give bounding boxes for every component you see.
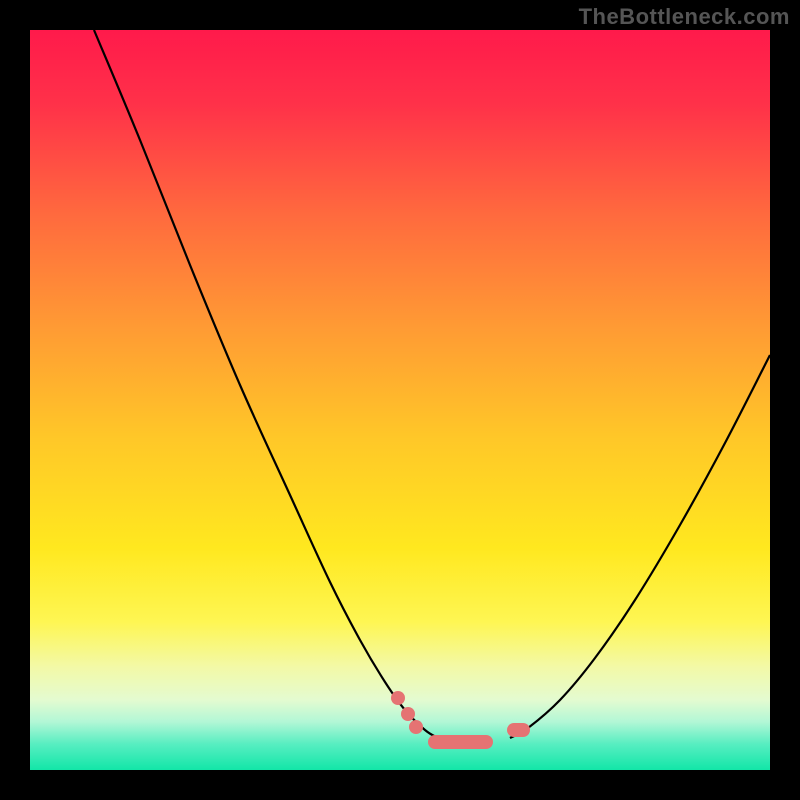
- chart-svg: [0, 0, 800, 800]
- watermark-text: TheBottleneck.com: [579, 4, 790, 30]
- marker-dot: [401, 707, 415, 721]
- marker-dot: [391, 691, 405, 705]
- marker-pill: [428, 735, 493, 749]
- marker-dot: [409, 720, 423, 734]
- plot-area: [30, 30, 770, 770]
- chart-stage: TheBottleneck.com: [0, 0, 800, 800]
- marker-pill: [507, 723, 530, 737]
